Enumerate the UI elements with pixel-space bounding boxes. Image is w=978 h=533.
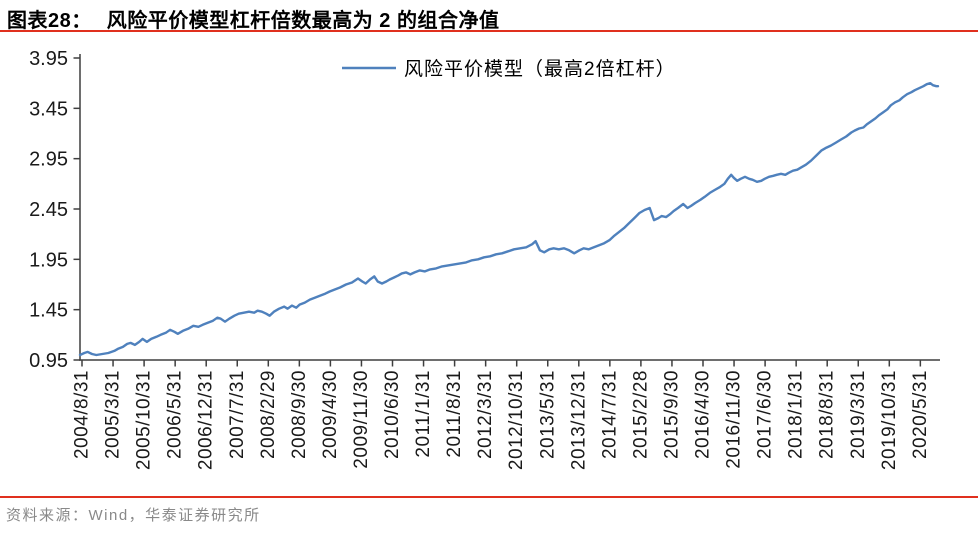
x-tick-label: 2019/3/31 — [848, 370, 869, 459]
x-tick-label: 2019/10/31 — [879, 370, 900, 470]
source-note: 资料来源：Wind，华泰证券研究所 — [6, 507, 261, 524]
y-tick-label: 0.95 — [29, 350, 68, 372]
y-tick-label: 3.95 — [29, 48, 68, 70]
chart-title: 图表28： 风险平价模型杠杆倍数最高为 2 的组合净值 — [7, 4, 500, 33]
header-rule — [0, 30, 978, 32]
legend-label: 风险平价模型（最高2倍杠杆） — [404, 58, 676, 80]
x-tick-label: 2004/8/31 — [72, 370, 93, 459]
x-tick-label: 2009/4/30 — [320, 370, 341, 459]
y-tick-label: 1.45 — [29, 300, 68, 322]
x-tick-label: 2016/4/30 — [693, 370, 714, 459]
y-tick-label: 1.95 — [29, 249, 68, 271]
x-tick-label: 2018/8/31 — [817, 370, 838, 459]
x-tick-label: 2011/1/31 — [413, 370, 434, 458]
x-tick-label: 2018/1/31 — [786, 370, 807, 459]
x-tick-label: 2011/8/31 — [444, 370, 465, 458]
net-value-line-chart: 0.95 1.45 1.95 2.45 2.95 3.45 3.95 2004/8/31 200… — [29, 48, 940, 470]
x-tick-label: 2005/3/31 — [103, 370, 124, 459]
x-tick-label: 2016/11/30 — [724, 370, 745, 469]
y-tick-label: 2.95 — [29, 149, 68, 171]
x-tick-label: 2012/3/31 — [475, 370, 496, 459]
footer-rule — [0, 496, 978, 498]
x-tick-label: 2010/6/30 — [382, 370, 403, 459]
x-tick-label: 2020/5/31 — [910, 370, 931, 459]
x-tick-label: 2008/2/29 — [258, 370, 279, 459]
y-tick-label: 3.45 — [29, 98, 68, 120]
x-tick-label: 2007/7/31 — [227, 370, 248, 459]
x-tick-label: 2013/5/31 — [537, 370, 558, 459]
series-line — [78, 82, 940, 357]
x-tick-label: 2012/10/31 — [506, 370, 527, 470]
x-tick-label: 2015/2/28 — [630, 370, 651, 459]
x-tick-label: 2008/9/30 — [289, 370, 310, 459]
x-tick-label: 2013/12/31 — [568, 370, 589, 470]
x-tick-label: 2017/6/30 — [755, 370, 776, 459]
x-tick-label: 2009/11/30 — [351, 370, 372, 469]
y-tick-label: 2.45 — [29, 199, 68, 221]
x-tick-label: 2014/7/31 — [599, 370, 620, 459]
x-tick-label: 2015/9/30 — [661, 370, 682, 459]
figure-label: 图表28： — [7, 10, 92, 32]
x-tick-label: 2006/5/31 — [165, 370, 186, 459]
x-tick-label: 2005/10/31 — [134, 370, 155, 470]
x-tick-label: 2006/12/31 — [196, 370, 217, 470]
figure-title-text: 风险平价模型杠杆倍数最高为 2 的组合净值 — [106, 10, 500, 32]
